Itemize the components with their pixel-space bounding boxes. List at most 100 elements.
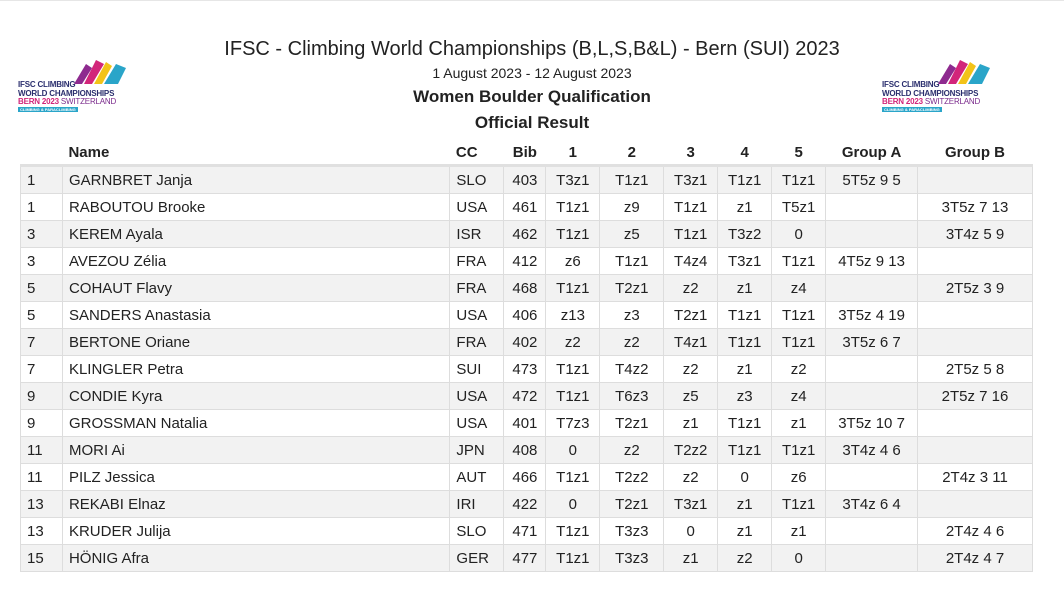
country-code-cell: GER — [449, 544, 505, 572]
country-code-cell: FRA — [449, 247, 505, 275]
bib-cell: 471 — [503, 517, 547, 545]
table-row: 5 COHAUT Flavy FRA 468 T1z1 T2z1 z2 z1 z4 2T5z 3 … — [20, 274, 1033, 302]
boulder-4-cell: T3z2 — [717, 220, 773, 248]
table-row: 13 KRUDER Julija SLO 471 T1z1 T3z3 0 z1 z1 2T4z 4… — [20, 517, 1033, 545]
rank-cell: 3 — [20, 247, 63, 275]
group-a-cell: 3T4z 4 6 — [825, 436, 919, 464]
country-code-cell: IRI — [449, 490, 505, 518]
boulder-3-cell: z2 — [663, 463, 719, 491]
group-b-cell: 2T4z 4 6 — [917, 517, 1033, 545]
boulder-4-cell: 0 — [717, 463, 773, 491]
rank-cell: 11 — [20, 463, 63, 491]
athlete-name-cell: GARNBRET Janja — [61, 165, 451, 194]
group-b-cell: 2T5z 7 16 — [917, 382, 1033, 410]
boulder-2-cell: T1z1 — [599, 247, 665, 275]
bib-cell: 468 — [503, 274, 547, 302]
boulder-4-cell: z1 — [717, 517, 773, 545]
rank-cell: 7 — [20, 328, 63, 356]
group-a-cell: 3T5z 10 7 — [825, 409, 919, 437]
bib-cell: 472 — [503, 382, 547, 410]
boulder-5-cell: 0 — [771, 220, 827, 248]
athlete-name-cell: AVEZOU Zélia — [61, 247, 451, 275]
boulder-4-cell: z2 — [717, 544, 773, 572]
group-a-cell: 3T4z 6 4 — [825, 490, 919, 518]
boulder-4-cell: T3z1 — [717, 247, 773, 275]
group-a-cell: 4T5z 9 13 — [825, 247, 919, 275]
rank-cell: 1 — [20, 193, 63, 221]
table-row: 11 MORI Ai JPN 408 0 z2 T2z2 T1z1 T1z1 3T4z 4 6 — [20, 436, 1033, 464]
boulder-1-cell: 0 — [545, 436, 601, 464]
group-b-cell: 3T4z 5 9 — [917, 220, 1033, 248]
top-divider — [0, 0, 1064, 1]
table-row: 7 BERTONE Oriane FRA 402 z2 z2 T4z1 T1z1 T1z1 3T5… — [20, 328, 1033, 356]
col-header-group-b: Group B — [917, 140, 1033, 167]
col-header-boulder-2: 2 — [599, 140, 664, 167]
col-header-boulder-3: 3 — [663, 140, 718, 167]
boulder-5-cell: z1 — [771, 517, 827, 545]
athlete-name-cell: MORI Ai — [61, 436, 451, 464]
group-b-cell — [917, 436, 1033, 464]
boulder-4-cell: z3 — [717, 382, 773, 410]
boulder-4-cell: T1z1 — [717, 328, 773, 356]
boulder-5-cell: T1z1 — [771, 490, 827, 518]
boulder-2-cell: z9 — [599, 193, 665, 221]
boulder-1-cell: T1z1 — [545, 517, 601, 545]
boulder-4-cell: z1 — [717, 274, 773, 302]
boulder-2-cell: z2 — [599, 328, 665, 356]
boulder-5-cell: z4 — [771, 382, 827, 410]
boulder-4-cell: T1z1 — [717, 165, 773, 194]
result-type: Official Result — [474, 113, 590, 132]
group-b-cell — [917, 490, 1033, 518]
rank-cell: 11 — [20, 436, 63, 464]
group-a-cell: 5T5z 9 5 — [825, 165, 919, 194]
group-a-cell — [825, 463, 919, 491]
group-b-cell: 2T4z 3 11 — [917, 463, 1033, 491]
bib-cell: 412 — [503, 247, 547, 275]
col-header-bib: Bib — [503, 140, 546, 167]
bib-cell: 406 — [503, 301, 547, 329]
document-header: IFSC - Climbing World Championships (B,L… — [0, 36, 1064, 135]
boulder-5-cell: z6 — [771, 463, 827, 491]
boulder-3-cell: 0 — [663, 517, 719, 545]
athlete-name-cell: KEREM Ayala — [61, 220, 451, 248]
group-b-cell: 2T5z 3 9 — [917, 274, 1033, 302]
boulder-3-cell: T2z1 — [663, 301, 719, 329]
group-a-cell — [825, 193, 919, 221]
group-b-cell: 2T5z 5 8 — [917, 355, 1033, 383]
boulder-2-cell: z2 — [599, 436, 665, 464]
table-row: 1 RABOUTOU Brooke USA 461 T1z1 z9 T1z1 z1 T5z1 3T… — [20, 193, 1033, 221]
bib-cell: 408 — [503, 436, 547, 464]
athlete-name-cell: KLINGLER Petra — [61, 355, 451, 383]
boulder-2-cell: T4z2 — [599, 355, 665, 383]
boulder-2-cell: T2z1 — [599, 409, 665, 437]
boulder-2-cell: T3z3 — [599, 544, 665, 572]
col-header-cc: CC — [449, 140, 504, 167]
country-code-cell: FRA — [449, 328, 505, 356]
rank-cell: 3 — [20, 220, 63, 248]
athlete-name-cell: KRUDER Julija — [61, 517, 451, 545]
boulder-2-cell: z5 — [599, 220, 665, 248]
boulder-5-cell: T1z1 — [771, 247, 827, 275]
country-code-cell: USA — [449, 382, 505, 410]
boulder-5-cell: 0 — [771, 544, 827, 572]
group-a-cell — [825, 382, 919, 410]
athlete-name-cell: SANDERS Anastasia — [61, 301, 451, 329]
athlete-name-cell: BERTONE Oriane — [61, 328, 451, 356]
boulder-2-cell: z3 — [599, 301, 665, 329]
group-a-cell: 3T5z 6 7 — [825, 328, 919, 356]
boulder-4-cell: T1z1 — [717, 436, 773, 464]
country-code-cell: USA — [449, 301, 505, 329]
logo-shapes-icon — [74, 60, 126, 84]
athlete-name-cell: RABOUTOU Brooke — [61, 193, 451, 221]
rank-cell: 13 — [20, 517, 63, 545]
bib-cell: 466 — [503, 463, 547, 491]
bib-cell: 422 — [503, 490, 547, 518]
boulder-1-cell: T1z1 — [545, 544, 601, 572]
logo-shapes-icon — [938, 60, 990, 84]
boulder-5-cell: T1z1 — [771, 301, 827, 329]
table-row: 3 KEREM Ayala ISR 462 T1z1 z5 T1z1 T3z2 0 3T4z 5 … — [20, 220, 1033, 248]
boulder-2-cell: T2z1 — [599, 490, 665, 518]
group-b-cell — [917, 409, 1033, 437]
table-row: 13 REKABI Elnaz IRI 422 0 T2z1 T3z1 z1 T1z1 3T4z … — [20, 490, 1033, 518]
